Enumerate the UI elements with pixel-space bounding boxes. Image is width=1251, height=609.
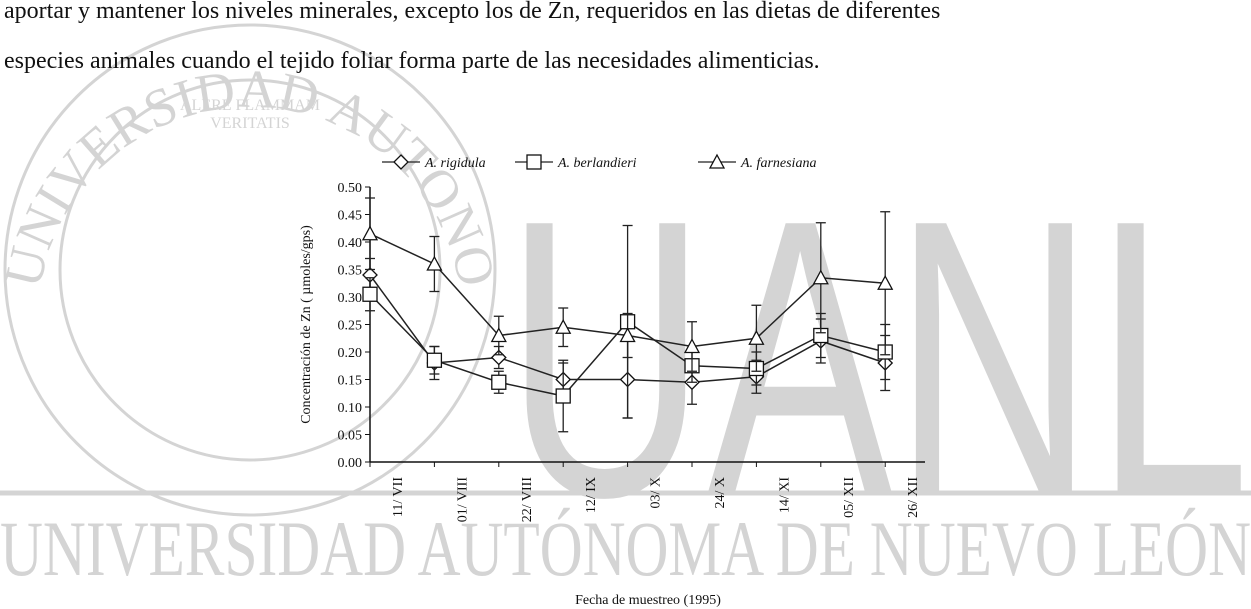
y-tick-label: 0.15 (338, 374, 363, 389)
legend-marker (526, 154, 542, 170)
watermark: UNIVERSIDAD AUTONOMA DE NUEVO LEON ALERE… (0, 0, 1251, 592)
x-tick-label: 26/ XII (906, 477, 921, 518)
y-tick-label: 0.10 (338, 401, 363, 416)
data-point (490, 327, 507, 343)
data-point (362, 286, 378, 302)
x-tick-label: 11/ VII (391, 477, 406, 517)
data-point (555, 388, 571, 404)
x-tick-label: 14/ XI (777, 477, 792, 514)
y-tick-label: 0.20 (338, 346, 363, 361)
data-point (877, 274, 894, 290)
data-point (426, 352, 443, 368)
seal-ring (3, 23, 497, 517)
chart: 0.00 0.05 0.10 0.15 0.20 0.25 0.30 0.35 0.40 0.45… (299, 153, 925, 608)
x-tick-label: 01/ VIII (455, 477, 470, 523)
y-tick-label: 0.25 (338, 319, 363, 334)
y-tick-label: 0.05 (338, 429, 363, 444)
y-tick-label: 0.30 (338, 291, 363, 306)
motto: ALERE FLAMMAM (180, 97, 320, 114)
data-point (361, 225, 379, 241)
legend-label: A. farnesiana (740, 156, 816, 171)
data-point (555, 318, 572, 334)
data-point (491, 374, 507, 390)
x-tick-label: 03/ X (649, 477, 664, 509)
data-point (426, 255, 443, 271)
legend-label: A. rigidula (424, 156, 486, 171)
legend-label: A. berlandieri (557, 156, 637, 171)
data-point (619, 327, 636, 343)
text-line: aportar y mantener los niveles minerales… (4, 0, 940, 24)
y-tick-label: 0.00 (338, 456, 363, 471)
y-tick-label: 0.40 (338, 236, 363, 251)
watermark-name: UNIVERSIDAD AUTÓNOMA DE NUEVO LEÓN (0, 505, 1251, 592)
x-tick-label: 12/ IX (584, 477, 599, 513)
legend-marker (393, 154, 409, 170)
seal-ring-text: UNIVERSIDAD AUTONOMA DE NUEVO LEON (0, 0, 507, 293)
text-line: especies animales cuando el tejido folia… (4, 48, 820, 74)
y-tick-label: 0.35 (338, 264, 363, 279)
y-tick-label: 0.50 (338, 181, 363, 196)
motto: VERITATIS (210, 115, 290, 132)
legend-marker (708, 153, 726, 169)
data-point (812, 269, 829, 285)
x-tick-label: 05/ XII (842, 477, 857, 518)
data-point (748, 329, 765, 345)
data-point (683, 338, 701, 354)
x-tick-label: 24/ X (713, 477, 728, 509)
seal-ring-text: UNIVERSIDAD AUTONOMA DE NUEVO LEON (0, 0, 507, 293)
x-axis-label: Fecha de muestreo (1995) (575, 593, 721, 608)
x-tick-label: 22/ VIII (520, 477, 535, 523)
y-tick-label: 0.45 (338, 209, 363, 224)
y-axis-label: Concentración de Zn ( µmoles/gps) (299, 225, 314, 424)
